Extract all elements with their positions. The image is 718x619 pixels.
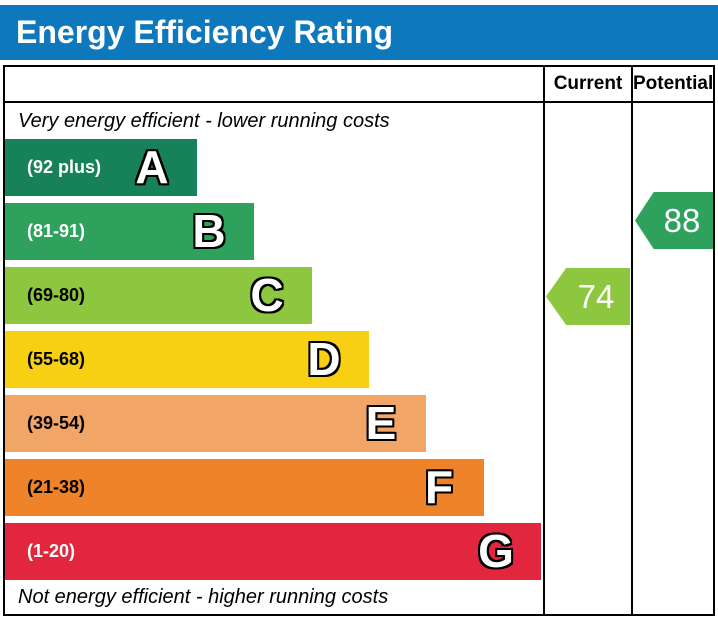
band-letter: A <box>135 141 169 193</box>
potential-rating-value: 88 <box>663 201 701 239</box>
top-caption: Very energy efficient - lower running co… <box>18 109 390 132</box>
band-letter: E <box>365 397 397 449</box>
band-range-label: (81-91) <box>27 221 86 241</box>
bottom-caption: Not energy efficient - higher running co… <box>18 585 389 608</box>
page-title: Energy Efficiency Rating <box>16 14 393 50</box>
band-row-d: (55-68) D <box>5 331 369 388</box>
header-rule <box>5 101 713 103</box>
band-letter: D <box>307 333 341 385</box>
potential-rating-arrow: 88 <box>635 192 713 249</box>
band-row-b: (81-91) B <box>5 203 254 260</box>
band-row-f: (21-38) F <box>5 459 484 516</box>
band-row-e: (39-54) E <box>5 395 426 452</box>
bands-column: Very energy efficient - lower running co… <box>5 103 543 614</box>
chart-frame: Current Potential Very energy efficient … <box>3 65 715 616</box>
band-letter: G <box>478 525 514 577</box>
potential-column-header: Potential <box>633 73 714 94</box>
current-column-divider <box>543 67 545 614</box>
title-bar: Energy Efficiency Rating <box>0 5 718 60</box>
band-range-label: (1-20) <box>27 541 76 561</box>
current-column-header: Current <box>553 73 623 94</box>
band-row-a: (92 plus) A <box>5 139 197 196</box>
band-row-g: (1-20) G <box>5 523 541 580</box>
current-rating-value: 74 <box>577 277 615 315</box>
band-range-label: (55-68) <box>27 349 86 369</box>
current-rating-arrow: 74 <box>546 268 630 325</box>
band-range-label: (69-80) <box>27 285 86 305</box>
band-range-label: (92 plus) <box>27 157 102 177</box>
band-range-label: (21-38) <box>27 477 86 497</box>
band-letter: C <box>250 269 284 321</box>
band-stack: (92 plus) A (81-91) B (69-80) C (55-68) … <box>5 139 543 580</box>
band-letter: F <box>424 461 454 513</box>
potential-column-divider <box>631 67 633 614</box>
band-letter: B <box>192 205 226 257</box>
band-row-c: (69-80) C <box>5 267 312 324</box>
band-range-label: (39-54) <box>27 413 86 433</box>
